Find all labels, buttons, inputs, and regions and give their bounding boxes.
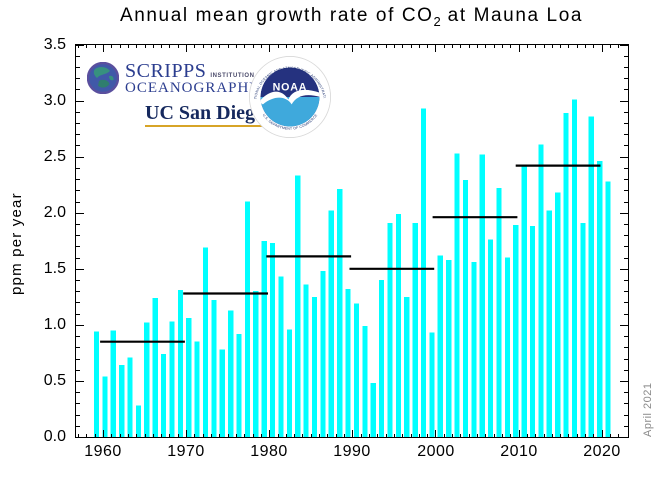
bar-1963 (127, 357, 133, 437)
bar-2017 (580, 222, 586, 437)
bar-1969 (177, 290, 183, 437)
bar-1997 (412, 222, 418, 437)
x-tick-label-2020: 2020 (583, 443, 621, 460)
bar-1971 (194, 341, 200, 437)
bar-1967 (161, 354, 167, 437)
bar-1999 (429, 332, 435, 437)
bar-1974 (219, 349, 225, 437)
bar-2005 (479, 154, 485, 437)
bar-1961 (110, 330, 116, 437)
y-tick-label-1.0: 1.0 (43, 316, 66, 333)
bar-1972 (202, 247, 209, 437)
scripps-globe-icon (87, 62, 119, 94)
y-tick-label-3.5: 3.5 (43, 36, 66, 53)
plot-border (75, 44, 629, 438)
scripps-name: SCRIPPS (125, 60, 207, 82)
bar-1998 (421, 108, 427, 438)
bar-1984 (303, 284, 309, 437)
bar-1990 (353, 303, 360, 437)
bar-1981 (278, 276, 284, 437)
bar-1992 (370, 383, 376, 437)
bar-1973 (211, 300, 217, 437)
bar-2000 (437, 255, 443, 437)
bar-2013 (546, 210, 552, 437)
y-tick-label-2.0: 2.0 (43, 204, 66, 221)
bar-2015 (563, 112, 569, 438)
bar-1966 (152, 297, 158, 437)
scripps-institution-of: INSTITUTION OF (210, 73, 267, 79)
bar-1987 (328, 210, 334, 437)
bar-2014 (555, 192, 561, 437)
bar-1960 (102, 376, 108, 437)
chart-title: Annual mean growth rate of CO2 at Mauna … (75, 5, 628, 29)
chart-title-suffix: at Mauna Loa (440, 5, 584, 26)
ucsd-wordmark: UC San Diego (145, 103, 266, 127)
bar-1978 (253, 291, 259, 437)
noaa-sea (260, 97, 320, 127)
x-tick-label-1970: 1970 (167, 443, 205, 460)
x-tick-label-2000: 2000 (417, 443, 455, 460)
noaa-gull-icon (260, 89, 320, 105)
bar-2020 (605, 181, 611, 437)
bar-2012 (538, 144, 544, 438)
bar-1994 (387, 222, 393, 437)
bar-1965 (144, 322, 150, 437)
chart-title-subscript: 2 (433, 13, 441, 29)
bar-1989 (345, 289, 351, 437)
bar-1959 (93, 331, 100, 437)
noaa-acronym: NOAA (273, 81, 308, 93)
bar-2006 (488, 239, 494, 437)
y-tick-label-2.5: 2.5 (43, 148, 66, 165)
bar-2018 (588, 116, 594, 438)
bar-1980 (270, 243, 276, 437)
scripps-logo: SCRIPPS INSTITUTION OF OCEANOGRAPHY UC S… (87, 60, 267, 127)
bar-1991 (362, 326, 368, 437)
bars (93, 99, 611, 438)
bar-2011 (530, 226, 536, 437)
bar-1968 (169, 321, 175, 437)
bar-1982 (286, 329, 292, 437)
bar-2007 (496, 188, 502, 437)
bar-2002 (454, 153, 460, 438)
y-tick-label-1.5: 1.5 (43, 260, 66, 277)
bar-2003 (462, 180, 469, 437)
bar-1976 (236, 333, 242, 437)
bar-2001 (446, 259, 452, 437)
bar-1962 (119, 365, 125, 437)
y-tick-label-3.0: 3.0 (43, 92, 66, 109)
axes (75, 44, 629, 438)
bar-2004 (471, 262, 477, 437)
noaa-logo: NOAA NATIONAL OCEANIC AND ATMOSPHERIC AD… (249, 56, 331, 138)
y-tick-label-0.0: 0.0 (43, 428, 66, 445)
bar-1983 (295, 175, 301, 437)
bar-2008 (504, 257, 510, 437)
bar-2019 (597, 161, 603, 437)
bar-1996 (404, 296, 410, 437)
bar-1964 (135, 405, 141, 437)
scripps-oceanography: OCEANOGRAPHY (125, 80, 262, 96)
y-tick-label-0.5: 0.5 (43, 372, 66, 389)
decadal-mean-lines (100, 164, 601, 343)
bar-1995 (395, 213, 401, 437)
date-note: April 2021 (642, 382, 654, 437)
bar-2009 (513, 225, 519, 437)
chart-title-prefix: Annual mean growth rate of CO (119, 5, 434, 26)
bar-1977 (244, 201, 250, 437)
bar-1979 (261, 240, 267, 438)
bar-1975 (228, 310, 234, 437)
bar-1988 (337, 189, 343, 437)
x-tick-label-1960: 1960 (84, 443, 122, 460)
bar-1986 (320, 271, 326, 437)
bar-1985 (311, 296, 318, 437)
bar-2016 (571, 99, 578, 437)
bar-1993 (379, 280, 385, 437)
x-tick-label-2010: 2010 (500, 443, 538, 460)
x-tick-label-1980: 1980 (250, 443, 288, 460)
bar-1970 (186, 318, 192, 437)
bar-2010 (521, 165, 527, 437)
x-tick-label-1990: 1990 (333, 443, 371, 460)
